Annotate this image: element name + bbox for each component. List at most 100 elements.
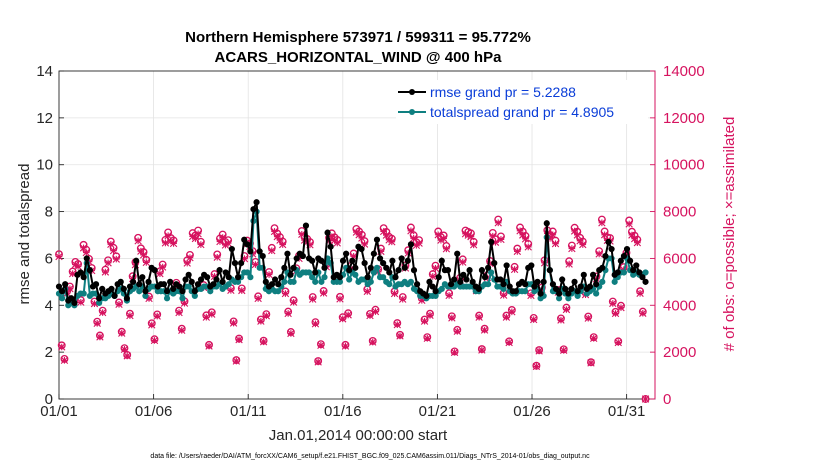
series-point-rmse (129, 278, 137, 285)
series-point-rmse (216, 267, 223, 274)
series-point-rmse (96, 295, 103, 302)
series-point-rmse (447, 281, 455, 288)
series-point-rmse (309, 257, 316, 264)
series-point-rmse (401, 264, 408, 271)
series-point-rmse (577, 283, 584, 290)
obs-assimilated-point (254, 294, 262, 303)
obs-assimilated-point (186, 254, 194, 262)
series-point-rmse (497, 276, 504, 283)
series-point-totalspread (80, 290, 87, 297)
y2-tick-label: 6000 (663, 250, 696, 267)
series-point-rmse (228, 245, 235, 253)
series-point-rmse (55, 283, 63, 290)
obs-assimilated-point (101, 268, 110, 276)
series-point-rmse (136, 281, 143, 288)
series-point-rmse (241, 236, 248, 243)
obs-assimilated-point (227, 286, 235, 294)
series-point-rmse (197, 276, 205, 283)
series-point-rmse (213, 276, 220, 283)
obs-assimilated-point (510, 265, 519, 274)
obs-assimilated-point (445, 291, 453, 300)
obs-assimilated-point (235, 336, 243, 344)
series-point-rmse (86, 267, 93, 274)
chart-title-line1: Northern Hemisphere 573971 / 599311 = 95… (185, 29, 531, 46)
obs-assimilated-point (134, 237, 142, 245)
obs-assimilated-point (208, 310, 216, 318)
series-point-rmse (275, 281, 282, 288)
series-point-rmse (636, 269, 643, 276)
obs-assimilated-point (611, 309, 620, 318)
obs-assimilated-point (639, 309, 647, 317)
series-point-totalspread (593, 290, 600, 297)
series-point-rmse (574, 288, 581, 295)
series-point-rmse (614, 269, 621, 276)
series-point-rmse (386, 269, 393, 276)
obs-assimilated-point (66, 284, 74, 293)
y-tick-label: 4 (45, 297, 53, 314)
legend-marker-swatch (409, 89, 415, 95)
obs-assimilated-point (633, 239, 642, 247)
obs-assimilated-point (377, 247, 385, 256)
series-point-rmse (534, 278, 541, 285)
obs-assimilated-point (175, 308, 183, 317)
series-point-rmse (398, 255, 405, 262)
obs-assimilated-point (360, 240, 369, 248)
series-point-rmse (537, 290, 544, 297)
x-tick-label: 01/31 (608, 403, 646, 420)
series-point-rmse (117, 278, 124, 285)
series-point-rmse (83, 255, 90, 262)
obs-assimilated-point (270, 227, 279, 236)
y-axis-label-left: rmse and totalspread (16, 164, 33, 305)
obs-assimilated-point (240, 254, 249, 263)
obs-assimilated-point (573, 231, 582, 239)
obs-assimilated-point (551, 239, 560, 248)
obs-assimilated-point (123, 352, 131, 360)
series-point-rmse (250, 206, 257, 213)
obs-assimilated-point (120, 345, 129, 354)
obs-assimilated-point (560, 346, 568, 354)
series-point-totalspread (642, 269, 649, 276)
obs-assimilated-point (371, 307, 380, 316)
series-point-rmse (278, 274, 285, 281)
series-point-totalspread (611, 278, 618, 285)
y-axis-label-right: # of obs: o=possible; ×=assimilated (721, 117, 738, 352)
obs-assimilated-point (590, 334, 598, 343)
obs-assimilated-point (341, 342, 350, 350)
obs-assimilated-point (448, 314, 456, 322)
series-point-rmse (182, 276, 189, 283)
series-point-rmse (194, 281, 202, 288)
y-tick-label: 8 (45, 204, 53, 221)
series-point-rmse (383, 264, 390, 271)
series-point-rmse (404, 257, 411, 264)
series-point-rmse (204, 274, 211, 281)
series-point-totalspread (386, 281, 393, 288)
obs-assimilated-point (71, 260, 80, 269)
series-point-rmse (407, 241, 415, 248)
series-point-rmse (586, 283, 594, 290)
x-tick-label: 01/06 (135, 403, 173, 420)
plot-area: 0 2 4 6 8 10 12 14 0 2000 4000 6000 8000 10000 12000 14… (36, 63, 704, 420)
obs-assimilated-point (475, 313, 483, 321)
obs-assimilated-point (565, 260, 573, 268)
legend-box (396, 80, 648, 124)
obs-assimilated-point (437, 236, 445, 244)
obs-assimilated-point (570, 227, 579, 235)
legend-entry-label: totalspread grand pr = 4.8905 (430, 104, 614, 120)
obs-assimilated-point (469, 241, 478, 249)
series-point-rmse (210, 281, 217, 288)
obs-assimilated-point (497, 235, 505, 244)
obs-assimilated-point (390, 289, 399, 298)
series-point-rmse (268, 281, 276, 288)
obs-assimilated-point (568, 244, 576, 253)
obs-assimilated-point (426, 311, 434, 320)
obs-assimilated-point (221, 241, 230, 249)
series-point-rmse (302, 222, 310, 229)
obs-assimilated-point (279, 240, 287, 249)
series-point-rmse (522, 281, 529, 288)
obs-assimilated-point (150, 336, 159, 345)
obs-assimilated-point (576, 237, 584, 245)
series-point-rmse (281, 264, 288, 271)
series-point-rmse (617, 257, 624, 264)
series-point-rmse (633, 262, 640, 269)
